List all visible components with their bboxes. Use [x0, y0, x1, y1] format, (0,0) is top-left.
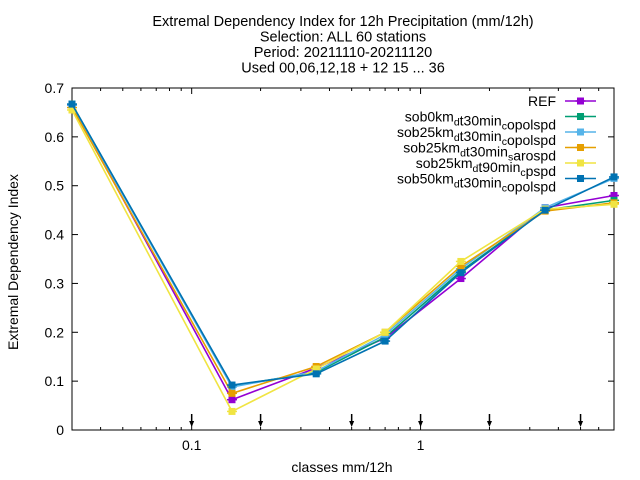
y-tick-label: 0.2 — [45, 324, 65, 340]
x-axis: 0.1 1 — [71, 88, 615, 453]
y-tick-label: 0.3 — [45, 275, 65, 291]
plot-border — [71, 87, 615, 431]
legend-label: sob50kmdt30mincopolspd — [397, 171, 556, 195]
y-axis: 0 0.1 0.2 0.3 0.4 0.5 0.6 0.7 — [45, 80, 614, 438]
x-tick-label: 1 — [417, 437, 425, 453]
threshold-marker-head — [486, 421, 492, 427]
series-5 — [67, 100, 619, 389]
legend-label: sob25kmdt30mincopolspd — [397, 124, 556, 148]
threshold-markers — [189, 414, 584, 427]
y-axis-label: Extremal Dependency Index — [5, 174, 21, 350]
legend-label: sob0kmdt30mincopolspd — [405, 109, 556, 133]
threshold-marker-head — [258, 421, 264, 427]
threshold-marker-head — [578, 421, 584, 427]
legend-label: REF — [528, 93, 556, 109]
series — [67, 100, 619, 415]
x-axis-label: classes mm/12h — [291, 459, 392, 475]
x-tick-label: 0.1 — [182, 437, 202, 453]
threshold-marker-head — [418, 421, 424, 427]
y-tick-label: 0 — [56, 422, 64, 438]
legend-label: sob25kmdt90mincpspd — [416, 155, 556, 179]
legend: REFsob0kmdt30mincopolspdsob25kmdt30minco… — [397, 93, 596, 195]
plot-frame — [71, 87, 615, 431]
y-tick-label: 0.1 — [45, 373, 65, 389]
title-line: Extremal Dependency Index for 12h Precip… — [152, 14, 533, 30]
title-line: Used 00,06,12,18 + 12 15 ... 36 — [241, 61, 445, 77]
y-tick-label: 0.5 — [45, 178, 65, 194]
y-tick-label: 0.4 — [45, 227, 65, 243]
y-tick-label: 0.6 — [45, 129, 65, 145]
y-tick-label: 0.7 — [45, 80, 65, 96]
title-line: Period: 20211110-20211120 — [254, 45, 432, 61]
threshold-marker-head — [189, 421, 195, 427]
legend-label: sob25kmdt30minsarospd — [403, 140, 556, 164]
chart-title: Extremal Dependency Index for 12h Precip… — [152, 14, 533, 77]
threshold-marker-head — [349, 421, 355, 427]
title-line: Selection: ALL 60 stations — [260, 30, 426, 46]
